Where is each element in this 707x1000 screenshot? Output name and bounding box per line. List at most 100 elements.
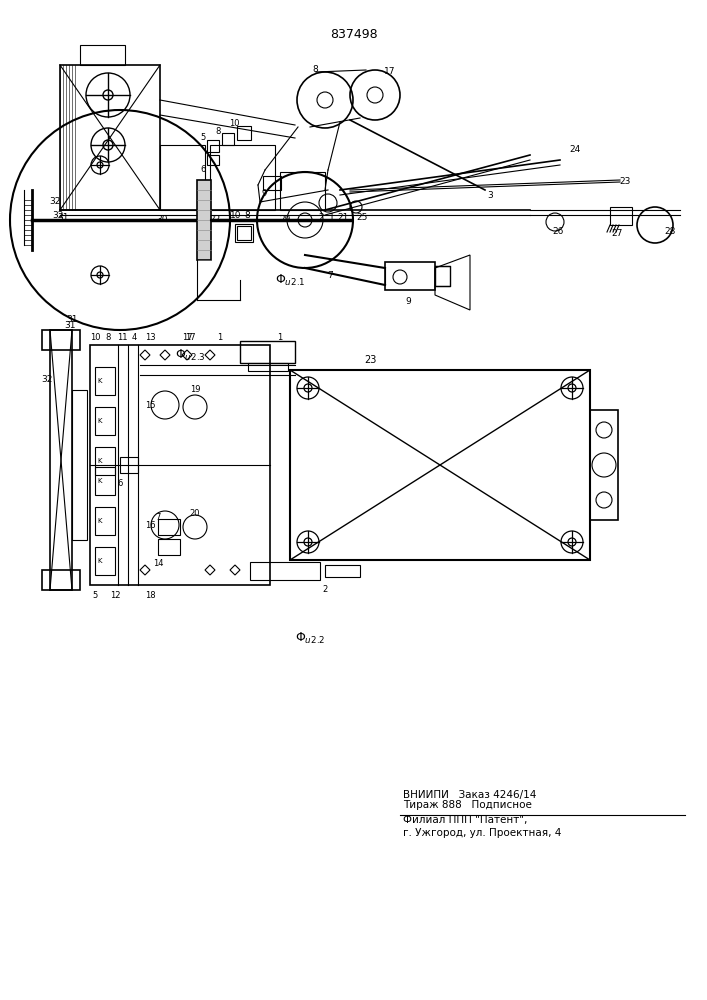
Text: 26: 26 <box>552 228 563 236</box>
Text: K: K <box>98 418 103 424</box>
Bar <box>42 570 80 590</box>
Text: г. Ужгород, ул. Проектная, 4: г. Ужгород, ул. Проектная, 4 <box>403 828 561 838</box>
Text: 15: 15 <box>145 400 156 410</box>
Text: 14: 14 <box>153 558 163 568</box>
Text: 31: 31 <box>64 320 76 330</box>
Bar <box>60 65 160 210</box>
Bar <box>237 226 251 240</box>
Text: 18: 18 <box>145 590 156 599</box>
Text: 16: 16 <box>145 520 156 530</box>
Bar <box>207 155 219 165</box>
Text: 5: 5 <box>93 590 98 599</box>
Bar <box>240 341 295 363</box>
Text: 27: 27 <box>612 229 623 237</box>
Text: 7: 7 <box>327 270 333 279</box>
Text: 8: 8 <box>216 126 221 135</box>
Text: 20: 20 <box>189 508 200 518</box>
Bar <box>160 145 205 210</box>
Text: 1: 1 <box>277 332 283 342</box>
Bar <box>95 507 115 535</box>
Bar <box>95 407 115 435</box>
Text: K: K <box>98 518 103 524</box>
Bar <box>50 330 72 590</box>
Text: 11: 11 <box>117 332 127 342</box>
Text: 10: 10 <box>90 332 100 342</box>
Text: 837498: 837498 <box>330 27 378 40</box>
Text: 8: 8 <box>312 66 318 75</box>
Text: 25: 25 <box>356 214 368 223</box>
Text: 13: 13 <box>145 332 156 342</box>
Text: 6: 6 <box>117 479 123 488</box>
Bar <box>590 410 618 520</box>
Text: 2: 2 <box>322 585 327 594</box>
Text: 8: 8 <box>105 332 111 342</box>
Bar <box>235 224 253 242</box>
Text: K: K <box>98 378 103 384</box>
Text: 29: 29 <box>279 216 291 225</box>
Text: 17: 17 <box>185 332 195 342</box>
Text: 10: 10 <box>229 119 239 128</box>
Text: 31: 31 <box>66 316 78 324</box>
Bar <box>263 176 281 190</box>
Text: Тираж 888   Подписное: Тираж 888 Подписное <box>403 800 532 810</box>
Bar <box>280 172 325 210</box>
Text: 7: 7 <box>156 512 160 522</box>
Text: 32: 32 <box>41 375 53 384</box>
Text: K: K <box>98 458 103 464</box>
Bar <box>158 519 180 535</box>
Bar <box>385 262 435 290</box>
Bar <box>325 565 360 577</box>
Bar <box>210 145 275 210</box>
Text: 12: 12 <box>110 590 120 599</box>
Bar <box>95 467 115 495</box>
Text: $\Phi_{u2.3}$: $\Phi_{u2.3}$ <box>175 347 205 363</box>
Bar <box>207 140 219 152</box>
Text: 9: 9 <box>405 298 411 306</box>
Text: $\Phi_{u2.1}$: $\Phi_{u2.1}$ <box>275 272 305 288</box>
Bar <box>222 133 234 145</box>
Text: 31: 31 <box>57 213 69 222</box>
Bar <box>42 330 80 350</box>
Bar <box>80 45 125 65</box>
Text: 8: 8 <box>244 211 250 220</box>
Text: $\Phi_{u2.2}$: $\Phi_{u2.2}$ <box>295 630 325 646</box>
Text: ВНИИПИ   Заказ 4246/14: ВНИИПИ Заказ 4246/14 <box>403 790 537 800</box>
Text: 17: 17 <box>182 332 192 342</box>
Text: 23: 23 <box>619 178 631 186</box>
Bar <box>95 547 115 575</box>
Bar <box>197 180 211 260</box>
Bar <box>250 562 320 580</box>
Bar <box>435 266 450 286</box>
Text: 1: 1 <box>217 332 223 342</box>
Bar <box>290 370 590 560</box>
Text: K: K <box>98 478 103 484</box>
Bar <box>95 367 115 395</box>
Bar <box>90 345 270 585</box>
Text: 28: 28 <box>665 228 676 236</box>
Text: Филиал ППП "Патент",: Филиал ППП "Патент", <box>403 815 527 825</box>
Text: K: K <box>98 558 103 564</box>
Text: 32: 32 <box>49 198 61 207</box>
Text: 2: 2 <box>318 214 324 223</box>
Text: 4: 4 <box>132 332 136 342</box>
Bar <box>120 457 138 473</box>
Text: 10: 10 <box>230 211 242 220</box>
Bar <box>95 447 115 475</box>
Text: 30: 30 <box>156 216 168 225</box>
Bar <box>158 539 180 555</box>
Text: 3: 3 <box>487 190 493 200</box>
Text: 21: 21 <box>337 214 349 223</box>
Bar <box>72 390 87 540</box>
Text: 17: 17 <box>384 68 396 77</box>
Bar <box>237 126 251 140</box>
Text: 22: 22 <box>209 216 221 225</box>
Text: 9: 9 <box>262 190 267 198</box>
Text: 19: 19 <box>189 385 200 394</box>
Text: 1: 1 <box>329 214 335 223</box>
Text: 32: 32 <box>52 211 64 220</box>
Text: 24: 24 <box>569 145 580 154</box>
Text: 6: 6 <box>200 164 206 174</box>
Bar <box>610 207 632 225</box>
Bar <box>248 363 288 371</box>
Text: 23: 23 <box>364 355 376 365</box>
